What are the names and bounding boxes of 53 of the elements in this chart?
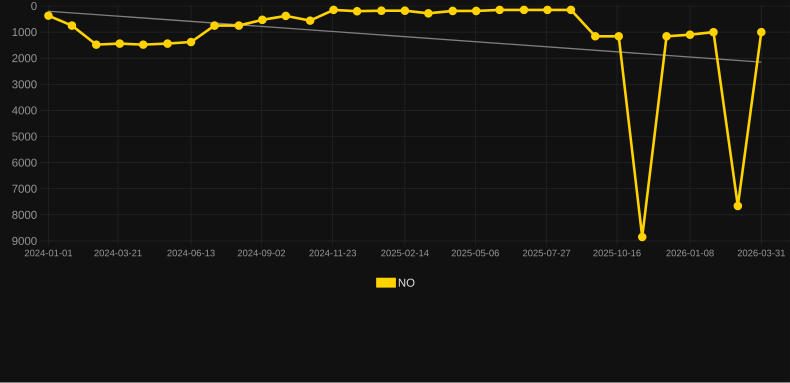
point (566, 6, 576, 14)
point (448, 6, 457, 16)
x-tick-label: 2026-01-08 (666, 250, 714, 256)
point (472, 6, 480, 16)
y-tick-label: 1000 (12, 28, 37, 36)
x-tick-label: 2024-11-23 (309, 250, 356, 256)
point (638, 232, 646, 242)
point (92, 40, 101, 50)
x-tick-label: 2024-03-21 (94, 250, 142, 256)
point (163, 39, 172, 48)
point (282, 12, 290, 20)
point (709, 28, 718, 37)
y-tick-label: 8000 (12, 210, 37, 220)
y-tick-label: 6000 (12, 158, 37, 167)
point (258, 16, 267, 24)
x-tick-label: 2025-07-27 (522, 250, 570, 256)
y-tick-label: 5000 (12, 132, 37, 141)
point (352, 7, 362, 16)
point (210, 21, 219, 30)
y-tick-label: 7000 (12, 184, 37, 193)
point (68, 21, 76, 30)
point (377, 6, 386, 16)
x-tick-label: 2024-09-02 (238, 250, 286, 256)
point (306, 16, 314, 26)
y-tick-label: 2000 (12, 54, 37, 62)
point (495, 6, 504, 14)
x-tick-label: 2025-05-06 (452, 250, 499, 256)
legend-label: NO (398, 278, 414, 287)
point (543, 6, 552, 14)
point (329, 6, 338, 14)
y-tick-label: 4000 (12, 106, 37, 115)
point (686, 30, 694, 40)
y-tick-label: 9000 (12, 237, 37, 246)
point (590, 32, 600, 41)
point (138, 40, 148, 50)
x-tick-label: 2026-03-31 (738, 250, 785, 256)
point (234, 21, 244, 30)
point (424, 9, 433, 18)
point (734, 202, 742, 210)
x-tick-label: 2024-01-01 (24, 250, 72, 256)
x-tick-label: 2024-06-13 (167, 250, 215, 256)
point (115, 39, 124, 48)
point (757, 28, 766, 37)
x-tick-label: 2025-10-16 (593, 250, 641, 256)
y-tick-label: 0 (31, 2, 37, 10)
point (520, 6, 528, 14)
point (614, 32, 624, 41)
x-tick-label: 2025-02-14 (381, 250, 429, 256)
point (186, 38, 196, 46)
point (662, 32, 671, 41)
y-tick-label: 3000 (12, 80, 37, 89)
point (400, 6, 410, 16)
point (44, 12, 53, 20)
